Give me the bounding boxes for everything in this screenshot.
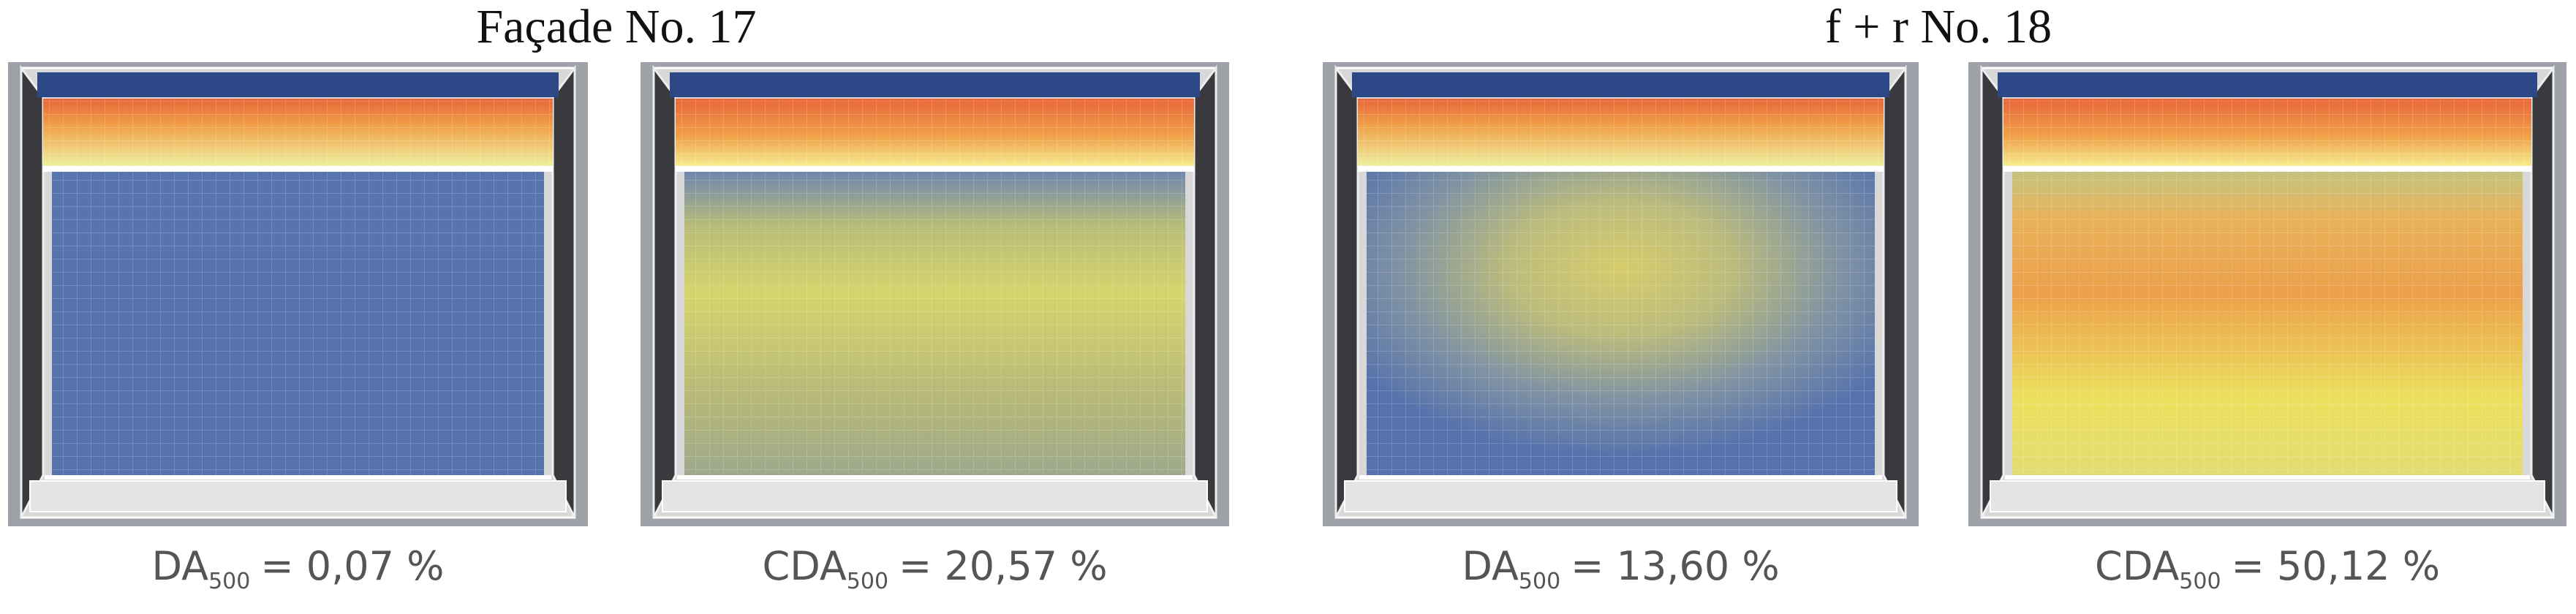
floor-front (29, 480, 567, 512)
metric-name: DA (1462, 543, 1519, 589)
metric-subscript: 500 (2179, 569, 2221, 594)
window-grid (676, 99, 1194, 166)
metric-result: = 0,07 % (260, 543, 444, 589)
ceiling-band (1998, 72, 2537, 97)
metric-result: = 20,57 % (899, 543, 1107, 589)
side-wall (652, 64, 1217, 518)
floor-edge (1359, 475, 1882, 480)
floor-front (1990, 480, 2545, 512)
window-grid (2003, 99, 2531, 166)
simulation-panel (1323, 62, 1919, 526)
metric-subscript: 500 (1519, 569, 1560, 594)
simulation-panel (8, 62, 588, 526)
ceiling-band (37, 72, 559, 97)
floor-front (1344, 480, 1897, 512)
metric-subscript: 500 (208, 569, 250, 594)
side-wall (1334, 64, 1907, 518)
metric-label: DA500 = 0,07 % (152, 543, 445, 594)
metric-result: = 13,60 % (1571, 543, 1779, 589)
metric-subscript: 500 (847, 569, 888, 594)
ceiling-band (1352, 72, 1889, 97)
metric-name: DA (152, 543, 209, 589)
floor-front (662, 480, 1208, 512)
floor-grid (2012, 172, 2523, 475)
group-title: Façade No. 17 (476, 0, 756, 53)
group-title: f + r No. 18 (1825, 0, 2052, 53)
window-grid (1358, 99, 1884, 166)
window-sill (2003, 166, 2531, 172)
metric-label: CDA500 = 20,57 % (762, 543, 1107, 594)
floor-edge (45, 475, 551, 480)
side-wall (1980, 64, 2555, 518)
ceiling-band (670, 72, 1200, 97)
floor-grid (52, 172, 544, 475)
window-sill (1358, 166, 1884, 172)
simulation-panel (1968, 62, 2566, 526)
metric-label: DA500 = 13,60 % (1462, 543, 1779, 594)
floor-edge (677, 475, 1193, 480)
window-grid (43, 99, 553, 166)
floor-grid (684, 172, 1185, 475)
metric-label: CDA500 = 50,12 % (2095, 543, 2440, 594)
metric-result: = 50,12 % (2232, 543, 2440, 589)
floor-grid (1367, 172, 1875, 475)
simulation-panel (641, 62, 1229, 526)
window-sill (676, 166, 1194, 172)
side-wall (20, 64, 576, 518)
window-sill (43, 166, 553, 172)
floor-edge (2005, 475, 2530, 480)
metric-name: CDA (762, 543, 846, 589)
metric-name: CDA (2095, 543, 2179, 589)
